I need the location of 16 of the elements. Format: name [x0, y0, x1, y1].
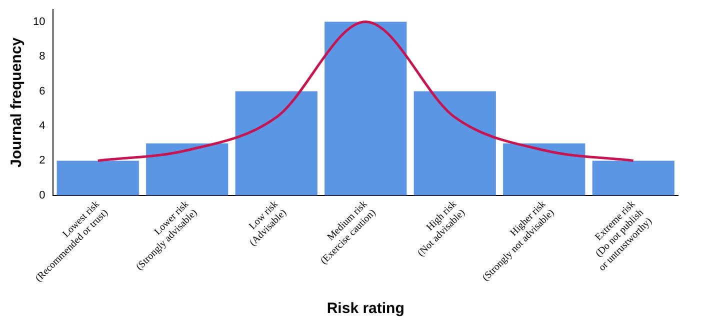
bar	[146, 143, 228, 196]
bar	[503, 143, 586, 196]
line-series	[96, 20, 635, 162]
y-tick-label: 6	[39, 85, 46, 98]
y-axis-title: Journal frequency	[8, 36, 26, 168]
y-tick-label: 4	[39, 120, 46, 132]
bar	[414, 91, 496, 196]
x-axis-title: Risk rating	[326, 300, 404, 318]
bar	[235, 91, 318, 196]
bar	[592, 160, 674, 196]
y-tick-label: 8	[39, 50, 46, 63]
bar	[324, 22, 407, 196]
bar	[56, 160, 139, 196]
y-tick-label: 10	[32, 16, 46, 28]
y-tick-label: 2	[39, 154, 46, 167]
y-tick-label: 0	[39, 189, 46, 202]
